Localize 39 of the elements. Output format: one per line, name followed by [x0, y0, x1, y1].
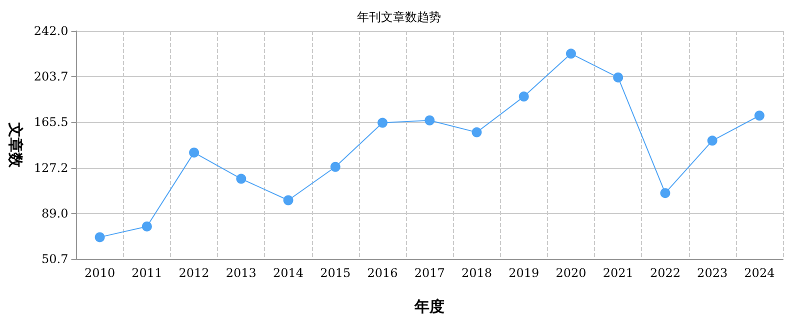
- x-axis-title: 年度: [414, 298, 445, 316]
- point: [236, 174, 246, 184]
- point: [613, 72, 624, 82]
- x-tick-label: 2011: [132, 266, 162, 280]
- point: [378, 118, 388, 128]
- x-tick-label: 2010: [84, 266, 116, 280]
- x-tick-label: 2022: [650, 266, 680, 280]
- point: [94, 232, 105, 242]
- x-tick-label: 2015: [320, 266, 351, 280]
- x-tick-label: 2023: [697, 266, 728, 280]
- y-tick-label: 242.0: [34, 24, 68, 38]
- x-tick-label: 2020: [556, 266, 586, 280]
- point: [754, 110, 764, 121]
- y-tick-label: 89.0: [42, 206, 68, 220]
- point: [472, 127, 482, 138]
- point: [424, 115, 435, 126]
- x-tick-label: 2019: [508, 266, 540, 280]
- x-tick-label: 2024: [744, 266, 776, 280]
- point: [518, 92, 529, 102]
- x-tick-label: 2012: [178, 266, 210, 280]
- x-tick-label: 2017: [414, 266, 445, 280]
- chart-title: 年刊文章数趋势: [357, 10, 441, 24]
- x-tick-label: 2016: [367, 266, 398, 280]
- point: [330, 162, 340, 172]
- x-tick-label: 2021: [602, 266, 634, 280]
- x-tick-label: 2014: [273, 266, 304, 280]
- y-tick-label: 127.2: [34, 160, 68, 175]
- x-tick-label: 2013: [226, 266, 256, 280]
- y-tick-label: 203.7: [34, 70, 68, 84]
- point: [189, 148, 200, 158]
- point: [566, 48, 576, 59]
- point: [660, 188, 670, 198]
- point: [707, 136, 718, 146]
- y-tick-label: 165.5: [34, 115, 68, 130]
- y-tick-label: 50.7: [42, 252, 68, 266]
- point: [283, 195, 294, 206]
- x-tick-label: 2018: [461, 266, 492, 280]
- y-axis-title: 文章数: [6, 122, 24, 168]
- point: [142, 221, 152, 232]
